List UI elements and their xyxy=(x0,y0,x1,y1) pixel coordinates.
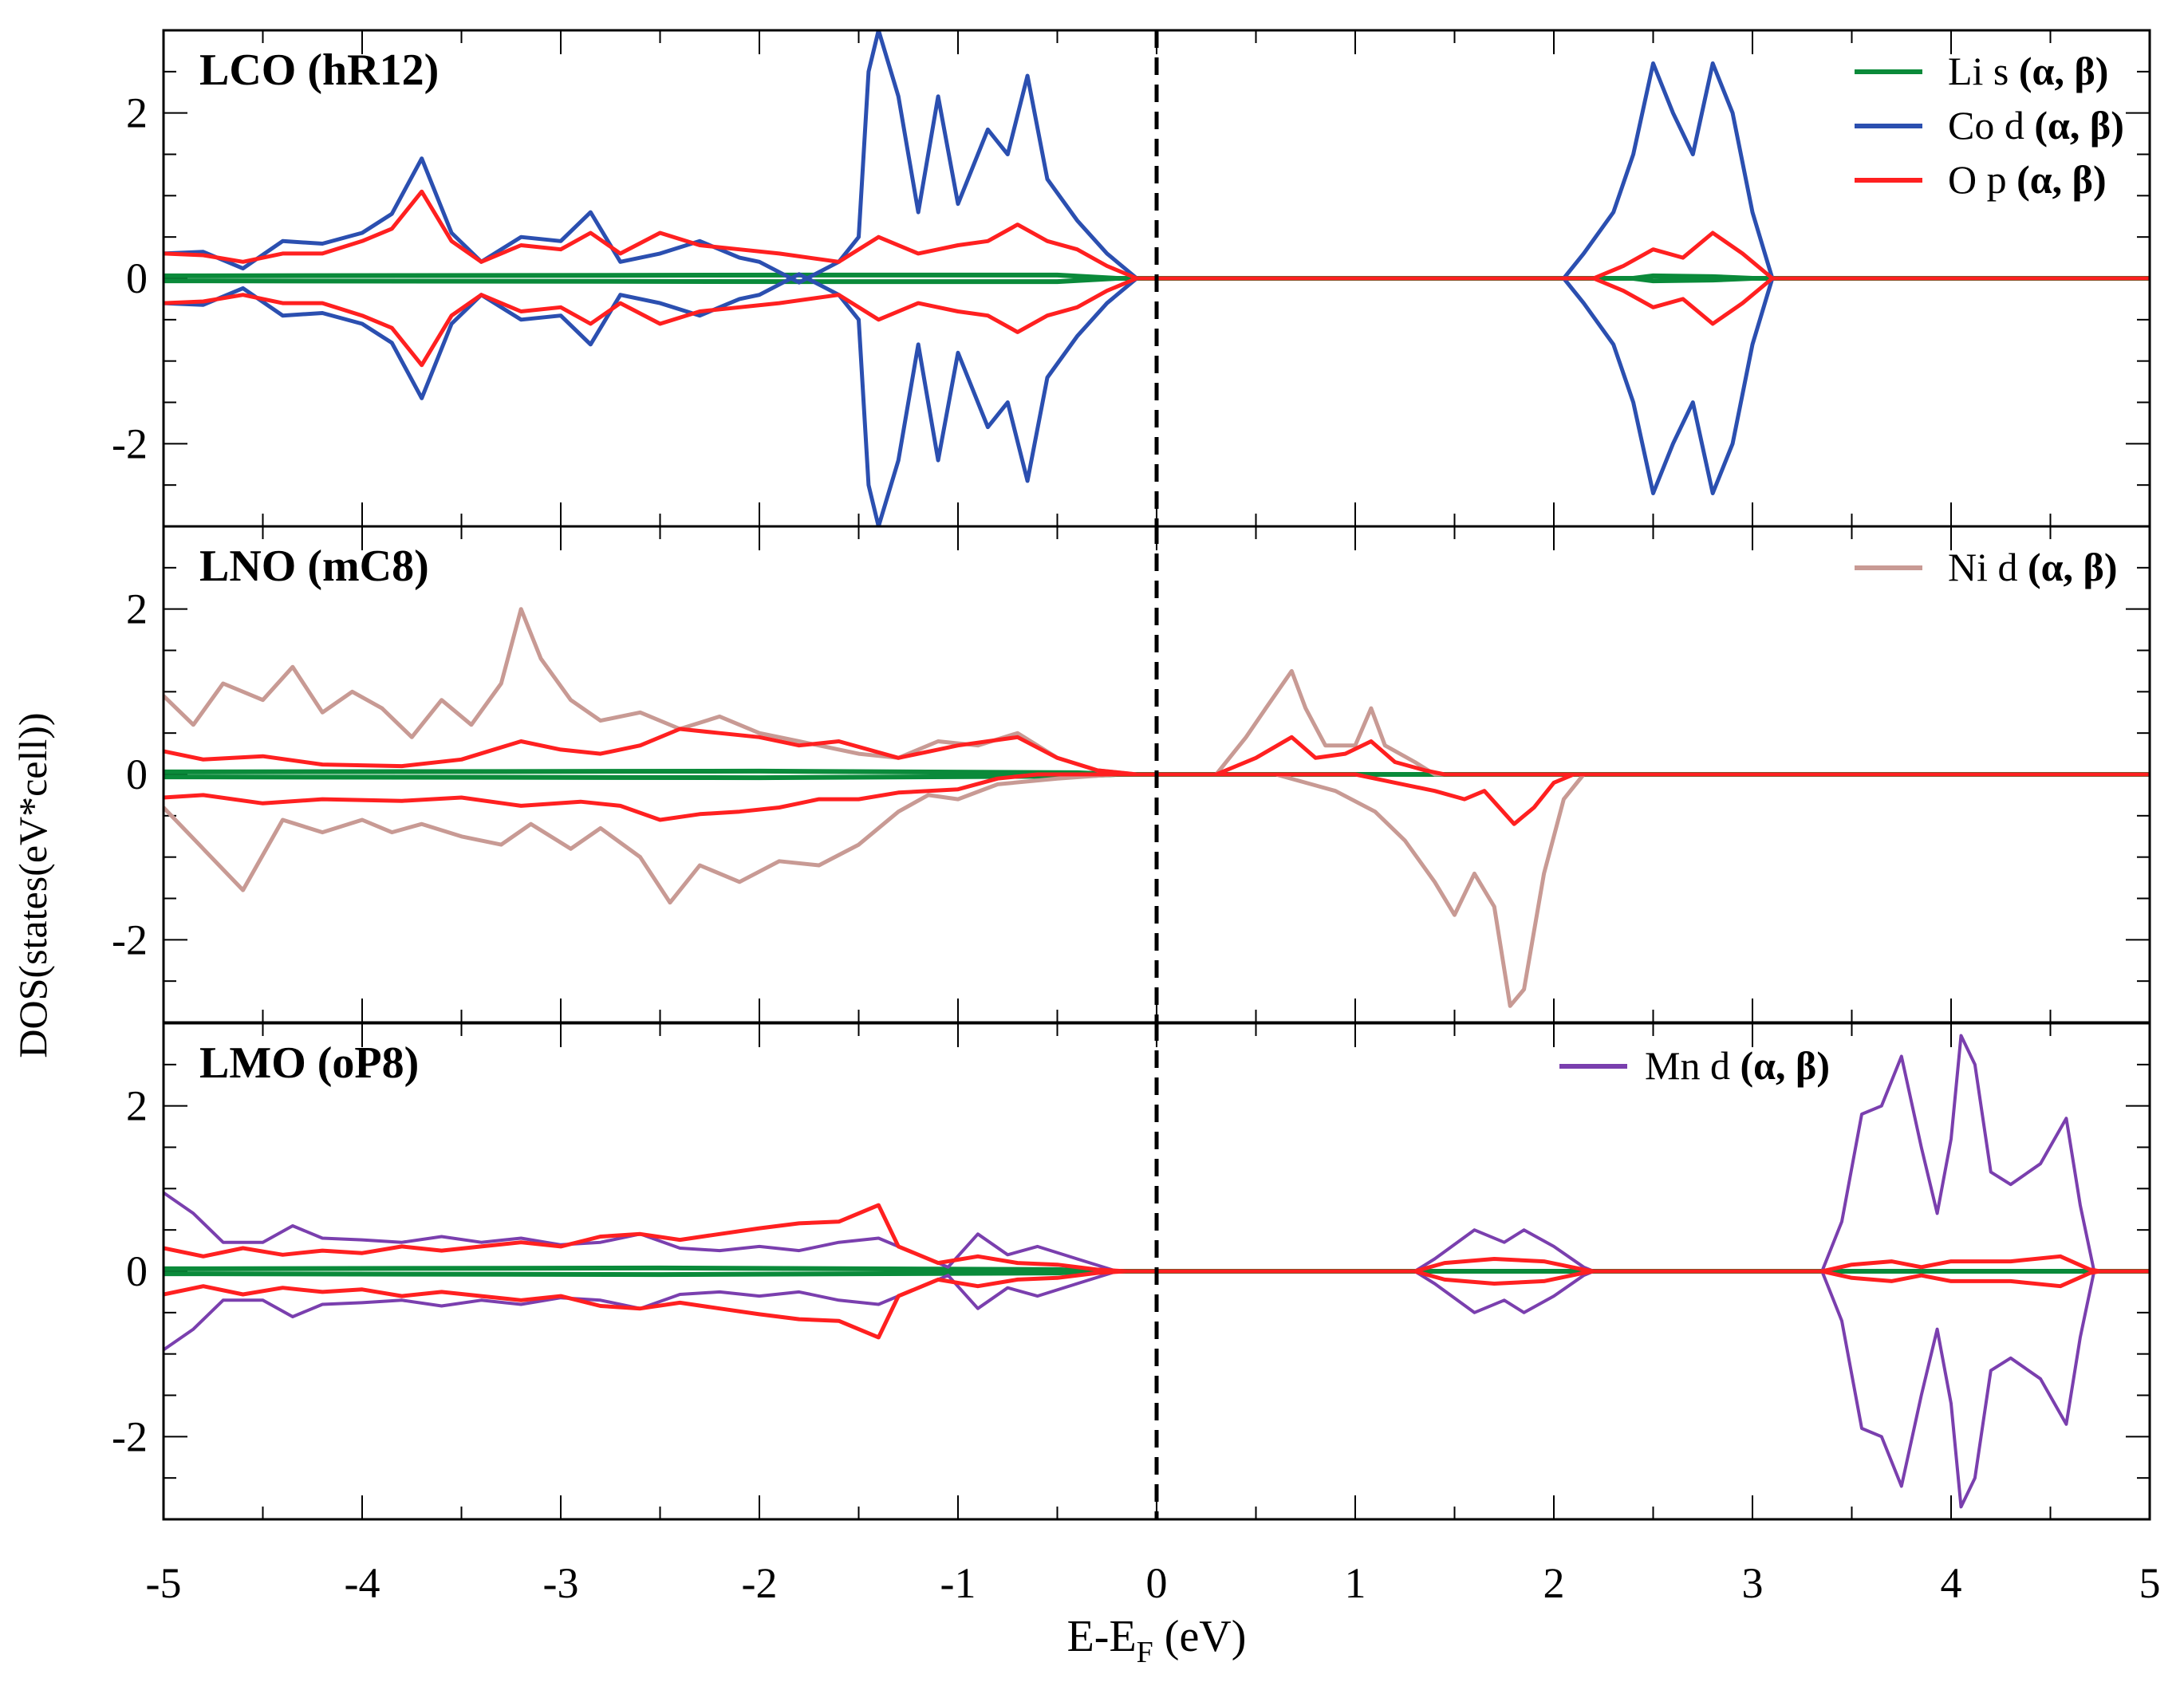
legend: Ni d (α, β) xyxy=(1855,545,2118,589)
dos-line-li-down xyxy=(164,1269,2150,1278)
dos-line-o-down xyxy=(164,1269,2150,1340)
x-tick-label: -1 xyxy=(940,1559,976,1607)
y-tick-label: 0 xyxy=(126,1247,148,1295)
legend-label: Li s (α, β) xyxy=(1948,49,2108,93)
legend-label: Mn d (α, β) xyxy=(1645,1043,1830,1088)
x-tick-label: 3 xyxy=(1742,1559,1764,1607)
dos-line-mn-down xyxy=(164,1270,2150,1509)
x-tick-label: 1 xyxy=(1345,1559,1366,1607)
legend-label: Ni d (α, β) xyxy=(1948,545,2118,589)
dos-line-o xyxy=(164,727,2150,777)
x-tick-label: 5 xyxy=(2139,1559,2161,1607)
x-axis-label-subscript: F xyxy=(1137,1636,1153,1669)
legend-label: Co d (α, β) xyxy=(1948,103,2124,148)
y-tick-label: 0 xyxy=(126,750,148,798)
dos-line-o xyxy=(164,772,2150,826)
panel-0: -2 0 2 LCO (hR12) Li s (α, β) Co d (α, β) O p … xyxy=(112,29,2151,528)
x-tick-labels: -5 -4 -3 -2 -1 0 1 2 3 4 5 xyxy=(146,1559,2161,1607)
y-tick-label: 2 xyxy=(126,89,148,137)
series-group xyxy=(164,607,2150,1008)
dos-line-co-down xyxy=(164,272,2150,526)
dos-line-mn xyxy=(164,1034,2150,1273)
dos-line-o-down xyxy=(164,276,2150,368)
series-group xyxy=(164,30,2150,526)
ticks xyxy=(163,30,2150,526)
dos-line-ni xyxy=(164,772,2150,1008)
legend: Li s (α, β) Co d (α, β) O p (α, β) xyxy=(1855,49,2124,202)
x-tick-label: 4 xyxy=(1941,1559,1962,1607)
x-axis-label: E-EF (eV) xyxy=(1067,1612,1247,1669)
dos-line-o xyxy=(164,1203,2150,1274)
x-tick-label: -3 xyxy=(543,1559,579,1607)
y-axis-label: DOS(states(eV*cell)) xyxy=(10,712,55,1058)
panel-1: -2 0 2 LNO (mC8) Ni d (α, β) xyxy=(112,525,2151,1024)
y-tick-label: -2 xyxy=(112,916,148,963)
legend-label: O p (α, β) xyxy=(1948,157,2107,202)
dos-line-ni xyxy=(164,607,2150,777)
x-tick-label: 2 xyxy=(1543,1559,1565,1607)
x-axis-label-unit: (eV) xyxy=(1153,1612,1247,1661)
dos-line-co xyxy=(164,30,2150,285)
y-tick-label: 2 xyxy=(126,585,148,633)
y-tick-label: -2 xyxy=(112,420,148,467)
dos-line-li-down xyxy=(164,276,2150,285)
x-tick-label: -4 xyxy=(345,1559,380,1607)
panel-frame xyxy=(162,1022,2151,1521)
panel-title: LMO (oP8) xyxy=(199,1038,419,1088)
panels: -2 0 2 LCO (hR12) Li s (α, β) Co d (α, β) O p … xyxy=(112,29,2151,1521)
x-tick-label: 0 xyxy=(1146,1559,1168,1607)
panel-title: LNO (mC8) xyxy=(199,542,429,591)
x-tick-label: -2 xyxy=(742,1559,778,1607)
legend: Mn d (α, β) xyxy=(1559,1043,1830,1088)
ticks xyxy=(163,526,2150,1022)
dos-line-o xyxy=(164,189,2150,281)
series-group xyxy=(164,1034,2150,1509)
panel-2: -2 0 2 LMO (oP8) Mn d (α, β) xyxy=(112,1022,2151,1521)
panel-title: LCO (hR12) xyxy=(199,45,439,95)
y-tick-label: 0 xyxy=(126,254,148,302)
y-tick-label: 2 xyxy=(126,1082,148,1130)
ticks xyxy=(163,1023,2150,1519)
x-tick-label: -5 xyxy=(146,1559,182,1607)
y-tick-label: -2 xyxy=(112,1412,148,1460)
